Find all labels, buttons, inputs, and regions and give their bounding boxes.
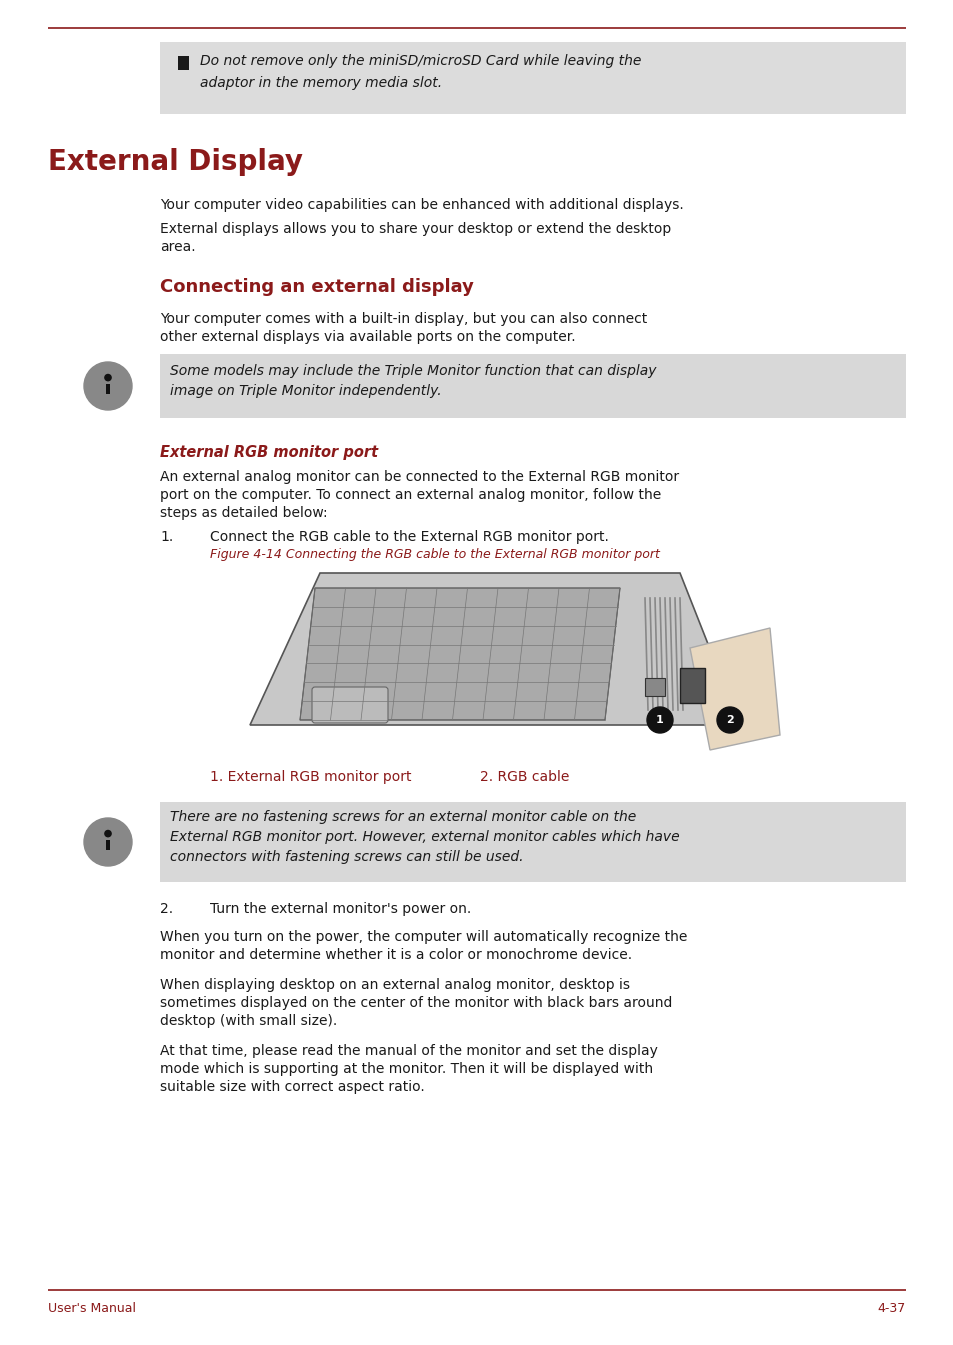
Text: 2.: 2. [160,902,172,916]
Text: An external analog monitor can be connected to the External RGB monitor: An external analog monitor can be connec… [160,469,679,484]
Polygon shape [250,573,740,725]
Text: There are no fastening screws for an external monitor cable on the: There are no fastening screws for an ext… [170,810,636,824]
Text: sometimes displayed on the center of the monitor with black bars around: sometimes displayed on the center of the… [160,997,672,1010]
Text: 2: 2 [725,716,733,725]
Text: monitor and determine whether it is a color or monochrome device.: monitor and determine whether it is a co… [160,948,632,962]
Text: Turn the external monitor's power on.: Turn the external monitor's power on. [210,902,471,916]
Text: suitable size with correct aspect ratio.: suitable size with correct aspect ratio. [160,1080,424,1093]
Text: External RGB monitor port. However, external monitor cables which have: External RGB monitor port. However, exte… [170,830,679,845]
Text: area.: area. [160,239,195,254]
Text: 1.: 1. [160,530,173,543]
Text: Some models may include the Triple Monitor function that can display: Some models may include the Triple Monit… [170,364,656,378]
FancyBboxPatch shape [312,687,388,724]
Text: Connecting an external display: Connecting an external display [160,278,474,296]
Text: other external displays via available ports on the computer.: other external displays via available po… [160,330,575,344]
Circle shape [84,362,132,410]
Text: At that time, please read the manual of the monitor and set the display: At that time, please read the manual of … [160,1044,658,1059]
Bar [106,839,110,850]
Text: desktop (with small size).: desktop (with small size). [160,1014,337,1028]
Circle shape [105,374,111,381]
Text: Do not remove only the miniSD/microSD Card while leaving the: Do not remove only the miniSD/microSD Ca… [200,54,640,69]
Bar [106,383,110,394]
Bar [679,668,704,703]
Text: 2. RGB cable: 2. RGB cable [479,769,569,784]
Polygon shape [299,588,619,720]
Text: mode which is supporting at the monitor. Then it will be displayed with: mode which is supporting at the monitor.… [160,1063,653,1076]
Text: When you turn on the power, the computer will automatically recognize the: When you turn on the power, the computer… [160,929,687,944]
Text: User's Manual: User's Manual [48,1302,136,1315]
Text: 1: 1 [656,716,663,725]
Text: External RGB monitor port: External RGB monitor port [160,445,377,460]
Circle shape [717,707,742,733]
Text: Connect the RGB cable to the External RGB monitor port.: Connect the RGB cable to the External RG… [210,530,608,543]
Text: 4-37: 4-37 [877,1302,905,1315]
Text: External displays allows you to share your desktop or extend the desktop: External displays allows you to share yo… [160,222,671,235]
Circle shape [105,830,111,837]
Bar [160,354,905,418]
Bar [178,56,189,70]
Bar [160,42,905,114]
Bar [644,678,664,695]
Polygon shape [689,628,780,751]
Text: Your computer video capabilities can be enhanced with additional displays.: Your computer video capabilities can be … [160,198,683,213]
Text: port on the computer. To connect an external analog monitor, follow the: port on the computer. To connect an exte… [160,488,660,502]
Text: When displaying desktop on an external analog monitor, desktop is: When displaying desktop on an external a… [160,978,629,993]
Circle shape [84,818,132,866]
Text: connectors with fastening screws can still be used.: connectors with fastening screws can sti… [170,850,523,863]
Text: steps as detailed below:: steps as detailed below: [160,506,327,521]
Text: Your computer comes with a built-in display, but you can also connect: Your computer comes with a built-in disp… [160,312,646,325]
Circle shape [646,707,672,733]
Text: Figure 4-14 Connecting the RGB cable to the External RGB monitor port: Figure 4-14 Connecting the RGB cable to … [210,547,659,561]
Text: adaptor in the memory media slot.: adaptor in the memory media slot. [200,77,441,90]
Bar [160,802,905,882]
Text: External Display: External Display [48,148,303,176]
Text: 1. External RGB monitor port: 1. External RGB monitor port [210,769,411,784]
Text: image on Triple Monitor independently.: image on Triple Monitor independently. [170,385,441,398]
